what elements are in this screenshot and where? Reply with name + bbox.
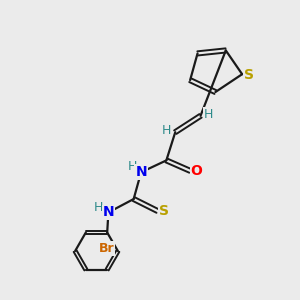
Text: H: H xyxy=(128,160,137,173)
Text: N: N xyxy=(103,206,114,219)
Text: H: H xyxy=(162,124,171,137)
Text: Br: Br xyxy=(99,242,114,255)
Text: S: S xyxy=(244,68,254,82)
Text: S: S xyxy=(159,204,169,218)
Text: H: H xyxy=(204,108,214,121)
Text: H: H xyxy=(94,202,104,214)
Text: O: O xyxy=(191,164,203,178)
Text: N: N xyxy=(135,165,147,179)
